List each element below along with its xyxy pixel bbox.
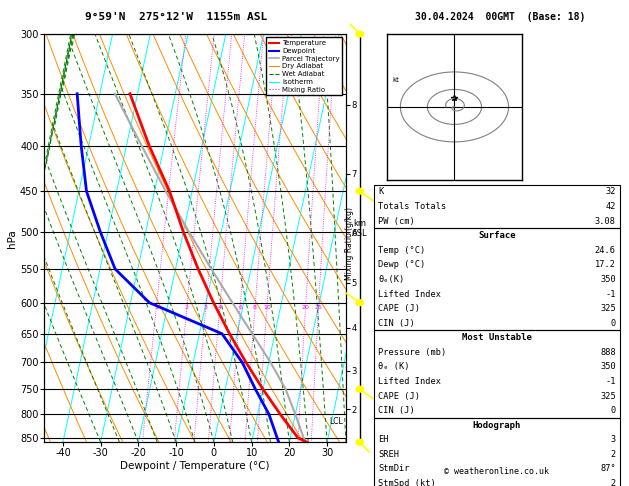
Text: 3.08: 3.08 xyxy=(595,217,616,226)
Text: 3: 3 xyxy=(611,435,616,444)
Text: 4: 4 xyxy=(218,305,222,310)
Text: EH: EH xyxy=(378,435,389,444)
Text: θₑ(K): θₑ(K) xyxy=(378,275,404,284)
Text: Mixing Ratio (g/kg): Mixing Ratio (g/kg) xyxy=(345,207,353,279)
Text: © weatheronline.co.uk: © weatheronline.co.uk xyxy=(445,467,549,476)
Text: Most Unstable: Most Unstable xyxy=(462,333,532,342)
Text: CIN (J): CIN (J) xyxy=(378,319,415,328)
Text: Lifted Index: Lifted Index xyxy=(378,377,441,386)
Text: Surface: Surface xyxy=(478,231,516,240)
Text: 24.6: 24.6 xyxy=(595,246,616,255)
Text: 8: 8 xyxy=(253,305,257,310)
Text: CAPE (J): CAPE (J) xyxy=(378,392,420,400)
Text: K: K xyxy=(378,188,383,196)
Text: 2: 2 xyxy=(611,479,616,486)
Text: PW (cm): PW (cm) xyxy=(378,217,415,226)
Text: 0: 0 xyxy=(611,319,616,328)
Text: 9°59'N  275°12'W  1155m ASL: 9°59'N 275°12'W 1155m ASL xyxy=(85,12,267,22)
Text: SREH: SREH xyxy=(378,450,399,459)
Text: Temp (°C): Temp (°C) xyxy=(378,246,425,255)
Text: 32: 32 xyxy=(605,188,616,196)
Text: CIN (J): CIN (J) xyxy=(378,406,415,415)
X-axis label: Dewpoint / Temperature (°C): Dewpoint / Temperature (°C) xyxy=(120,461,270,470)
Text: 20: 20 xyxy=(302,305,309,310)
Text: 1: 1 xyxy=(154,305,159,310)
Text: 30.04.2024  00GMT  (Base: 18): 30.04.2024 00GMT (Base: 18) xyxy=(415,12,585,22)
Text: 325: 325 xyxy=(600,304,616,313)
Text: 6: 6 xyxy=(238,305,242,310)
Text: Pressure (mb): Pressure (mb) xyxy=(378,348,447,357)
Text: -1: -1 xyxy=(605,290,616,298)
Legend: Temperature, Dewpoint, Parcel Trajectory, Dry Adiabat, Wet Adiabat, Isotherm, Mi: Temperature, Dewpoint, Parcel Trajectory… xyxy=(266,37,342,95)
Text: 3: 3 xyxy=(204,305,208,310)
Text: Dewp (°C): Dewp (°C) xyxy=(378,260,425,269)
Text: Hodograph: Hodograph xyxy=(473,421,521,430)
Text: 0: 0 xyxy=(611,406,616,415)
Text: LCL: LCL xyxy=(330,417,343,426)
Text: 87°: 87° xyxy=(600,465,616,473)
Text: 17.2: 17.2 xyxy=(595,260,616,269)
Text: kt: kt xyxy=(392,77,399,84)
Text: CAPE (J): CAPE (J) xyxy=(378,304,420,313)
Text: 350: 350 xyxy=(600,275,616,284)
Text: Totals Totals: Totals Totals xyxy=(378,202,447,211)
Text: StmSpd (kt): StmSpd (kt) xyxy=(378,479,436,486)
Text: StmDir: StmDir xyxy=(378,465,409,473)
Text: θₑ (K): θₑ (K) xyxy=(378,363,409,371)
Text: 2: 2 xyxy=(611,450,616,459)
Y-axis label: km
ASL: km ASL xyxy=(352,219,367,238)
Y-axis label: hPa: hPa xyxy=(7,229,17,247)
Text: 888: 888 xyxy=(600,348,616,357)
Text: Lifted Index: Lifted Index xyxy=(378,290,441,298)
Text: 25: 25 xyxy=(314,305,323,310)
Text: 325: 325 xyxy=(600,392,616,400)
Text: -1: -1 xyxy=(605,377,616,386)
Text: 2: 2 xyxy=(185,305,189,310)
Text: 10: 10 xyxy=(263,305,271,310)
Text: 350: 350 xyxy=(600,363,616,371)
Text: 42: 42 xyxy=(605,202,616,211)
